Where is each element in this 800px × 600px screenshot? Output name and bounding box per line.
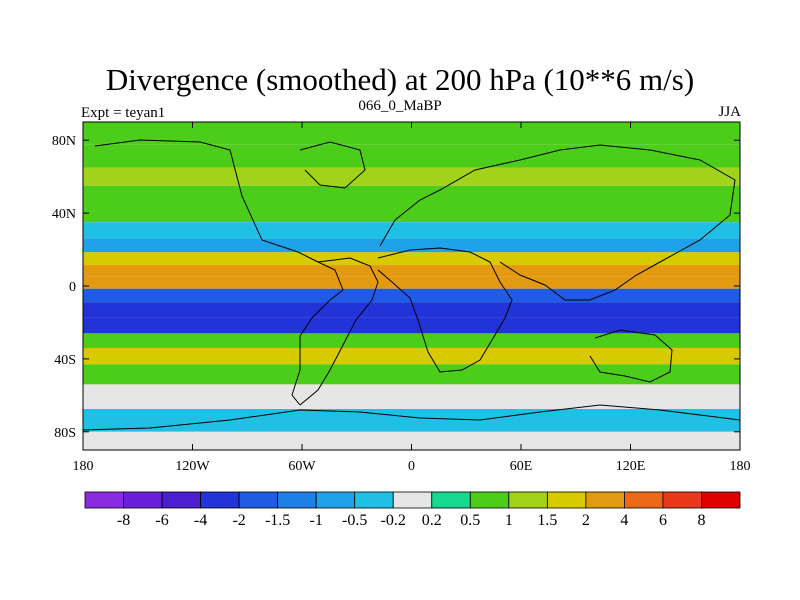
colorbar-label: -1 (310, 512, 323, 529)
coastline-antarctica (83, 404, 740, 431)
field-band (83, 276, 740, 289)
field-band (83, 222, 740, 239)
colorbar-label: 1.5 (537, 512, 557, 529)
colorbar-swatch (508, 491, 548, 509)
x-tick-label: 60E (510, 459, 533, 474)
colorbar-swatch (585, 491, 625, 509)
field-band (83, 347, 740, 365)
field-band (83, 333, 740, 348)
colorbar-label: 0.2 (422, 512, 442, 529)
colorbar-swatch (84, 491, 124, 509)
colorbar-label: -1.5 (265, 512, 290, 529)
field-band (83, 288, 740, 303)
coastline-australia (589, 329, 673, 383)
right-subtitle: JJA (718, 104, 741, 120)
colorbar-swatch (238, 491, 279, 509)
colorbar-swatch (701, 491, 741, 509)
colorbar-label: -4 (194, 512, 207, 529)
coastline-americas (94, 139, 344, 406)
colorbar-swatch (546, 491, 587, 509)
field-band (83, 409, 740, 432)
colorbar-swatch (123, 491, 163, 509)
y-axis: 80N 40N 0 40S 80S (52, 134, 740, 441)
colorbar-label: 8 (697, 512, 705, 529)
y-tick-label: 0 (69, 280, 76, 295)
x-tick-label: 0 (408, 459, 415, 474)
coastline-africa (377, 247, 513, 373)
colorbar-swatch (392, 491, 433, 509)
coastline-eurasia (379, 144, 736, 301)
y-tick-label: 40S (54, 353, 76, 368)
colorbar-label: 1 (505, 512, 513, 529)
x-tick-label: 180 (73, 459, 94, 474)
field-band (83, 252, 740, 266)
colorbar-label: -2 (232, 512, 245, 529)
colorbar-swatch (624, 491, 664, 509)
colorbar-swatch (315, 491, 356, 509)
field-band (83, 238, 740, 253)
center-subtitle: 066_0_MaBP (358, 98, 442, 114)
x-tick-label: 60W (288, 459, 316, 474)
colorbar-label: -8 (117, 512, 130, 529)
colorbar-swatch (200, 491, 240, 509)
x-tick-label: 120W (175, 459, 210, 474)
x-axis: 180 120W 60W 0 60E 120E 180 (73, 122, 751, 474)
field-band (83, 167, 740, 186)
chart-title: Divergence (smoothed) at 200 hPa (10**6 … (105, 62, 695, 97)
colorbar-swatch (431, 491, 471, 509)
field-band (83, 302, 740, 318)
colorbar-swatch (277, 491, 317, 509)
coastline-greenland (299, 141, 366, 189)
field-band (83, 317, 740, 334)
coastline-south-america (299, 257, 379, 406)
divergence-field (83, 122, 740, 450)
colorbar-swatch (354, 491, 394, 509)
colorbar-swatch (662, 491, 702, 509)
colorbar-label: 6 (659, 512, 667, 529)
colorbar: -8 -6 -4 -2 -1.5 -1 -0.5 -0.2 0.2 0.5 1 1.5 2 4 6 8 (84, 491, 741, 529)
colorbar-swatch (469, 491, 510, 509)
x-tick-label: 120E (616, 459, 646, 474)
left-subtitle: Expt = teyan1 (81, 105, 166, 121)
y-tick-label: 40N (52, 207, 76, 222)
colorbar-label: -6 (155, 512, 168, 529)
colorbar-label: -0.5 (342, 512, 367, 529)
field-band (83, 265, 740, 277)
coastlines (83, 139, 740, 431)
y-tick-label: 80S (54, 426, 76, 441)
colorbar-label: 2 (582, 512, 590, 529)
field-band (83, 384, 740, 409)
field-band (83, 185, 740, 204)
x-tick-label: 180 (730, 459, 751, 474)
colorbar-swatch (161, 491, 201, 509)
colorbar-label: -0.2 (381, 512, 406, 529)
field-band (83, 364, 740, 385)
field-band (83, 122, 740, 145)
colorbar-label: 0.5 (460, 512, 480, 529)
field-band (83, 431, 740, 450)
y-tick-label: 80N (52, 134, 76, 149)
field-band (83, 144, 740, 168)
colorbar-label: 4 (620, 512, 628, 529)
